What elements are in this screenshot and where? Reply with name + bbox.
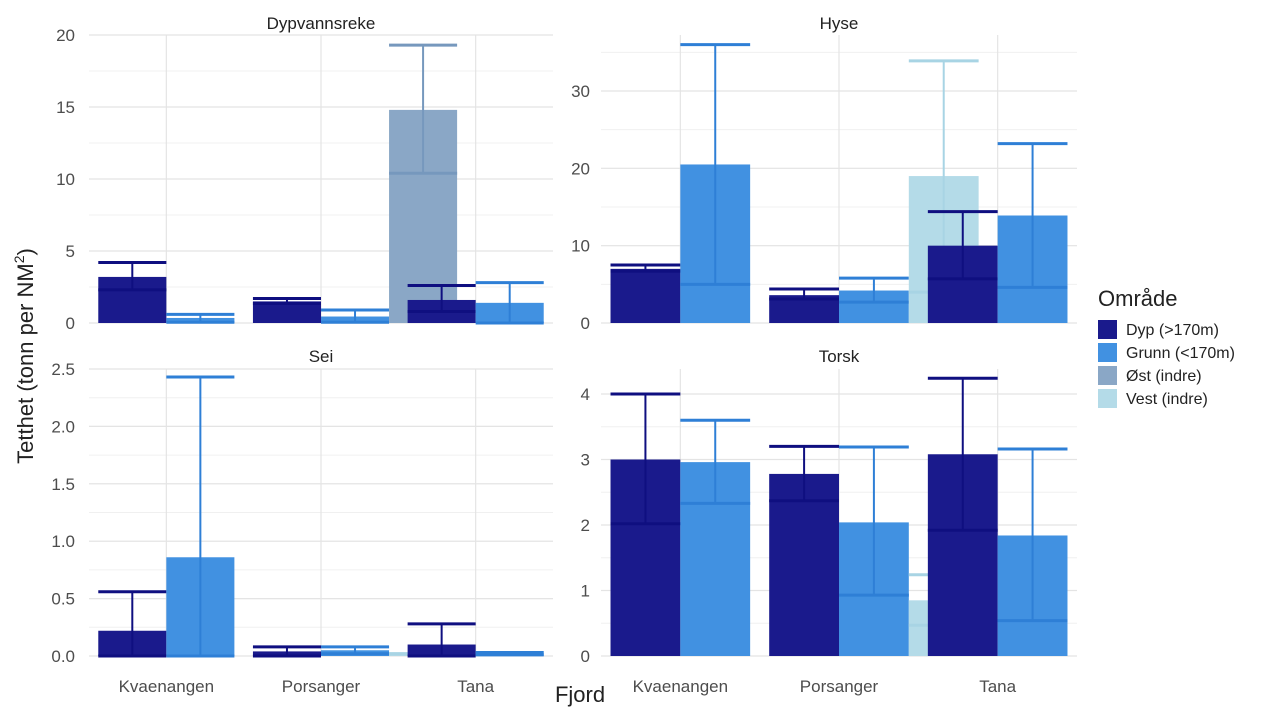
panel-title: Sei [309,347,334,366]
y-tick-label: 2 [581,516,590,535]
y-axis-title-main: Tetthet (tonn per NM [13,263,38,464]
legend-entries: Dyp (>170m) Grunn (<170m) Øst (indre) Vest … [1098,320,1235,408]
y-tick-label: 0 [581,647,590,666]
legend-label-st-indre: Øst (indre) [1126,368,1202,385]
y-tick-label: 4 [581,385,590,404]
legend-swatch-dyp-170m [1098,320,1117,339]
legend-swatch-grunn-170m [1098,343,1117,362]
legend-swatch-st-indre [1098,366,1117,385]
y-tick-label: 5 [66,242,75,261]
y-tick-label: 15 [56,98,75,117]
x-tick-label: Tana [457,677,494,696]
y-tick-label: 2.0 [51,417,75,436]
legend-label-dyp-170m: Dyp (>170m) [1126,322,1219,339]
legend-label-vest-indre: Vest (indre) [1126,391,1208,408]
y-tick-label: 30 [571,82,590,101]
y-tick-label: 10 [571,237,590,256]
y-tick-label: 1 [581,582,590,601]
y-tick-label: 0.0 [51,647,75,666]
bar-hyse-kvaenangen-dyp-170m [610,268,681,323]
legend-title: Område [1098,286,1177,311]
x-tick-label: Porsanger [282,677,361,696]
y-tick-label: 1.5 [51,475,75,494]
y-tick-label: 3 [581,451,590,470]
panels-layer: 05101520Dypvannsreke0102030Hyse0.00.51.0… [51,14,1077,696]
y-tick-label: 10 [56,170,75,189]
y-tick-label: 0 [66,314,75,333]
panel-hyse: 0 10 20 30 Hyse [571,14,1077,333]
legend-label-grunn-170m: Grunn (<170m) [1126,345,1235,362]
y-tick-label: 0 [581,314,590,333]
panel-title: Torsk [819,347,860,366]
x-tick-label: Kvaenangen [119,677,214,696]
legend: Område Dyp (>170m) Grunn (<170m) Øst (indr… [1098,286,1235,408]
y-tick-label: 2.5 [51,360,75,379]
bar-dypvannsreke-porsanger-dyp-170m [252,301,321,323]
panel-dypvannsreke: 0 5 10 15 20 Dypvannsreke [56,14,553,333]
y-tick-label: 20 [571,159,590,178]
x-axis-title: Fjord [555,682,605,707]
y-axis-title: Tetthet (tonn per NM2) [11,248,38,464]
panel-title: Hyse [820,14,859,33]
legend-swatch-vest-indre [1098,389,1117,408]
y-tick-label: 0.5 [51,590,75,609]
y-axis-title-superscript: 2 [11,255,27,263]
bar-torsk-porsanger-dyp-170m [769,473,839,656]
x-tick-label: Porsanger [800,677,879,696]
panel-sei: 0.0 0.5 1.0 1.5 2.0 2.5 Sei Kvaenangen Porsanger… [51,347,553,696]
y-tick-label: 1.0 [51,532,75,551]
x-tick-label: Tana [979,677,1016,696]
panel-title: Dypvannsreke [267,14,376,33]
y-axis-title-close: ) [13,248,38,255]
x-tick-label: Kvaenangen [633,677,728,696]
y-tick-label: 20 [56,26,75,45]
panel-torsk: 0 1 2 3 4 Torsk Kvaenangen Porsanger Tana [581,347,1077,696]
